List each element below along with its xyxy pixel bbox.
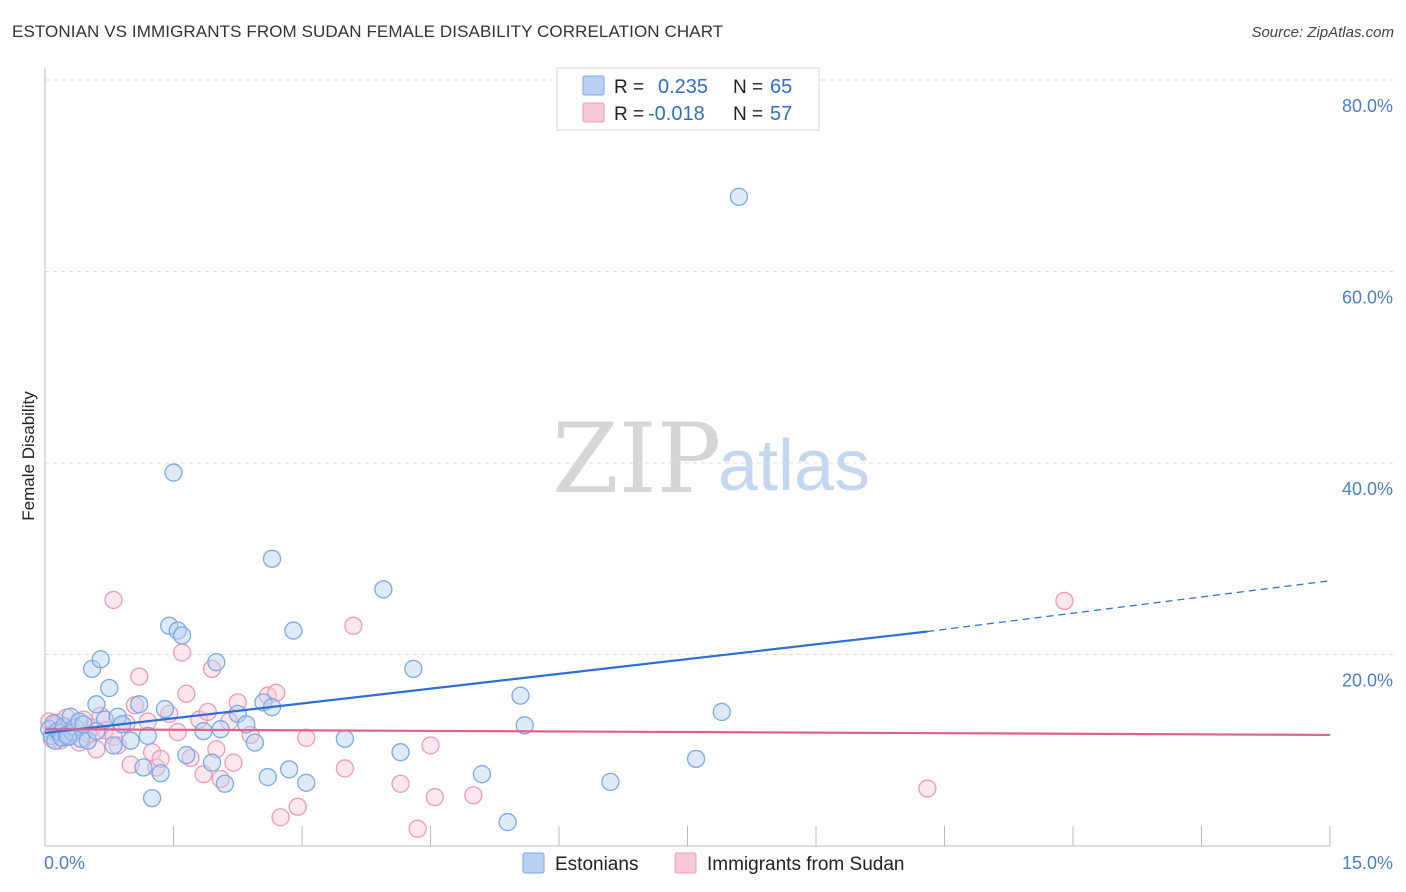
data-point-estonians xyxy=(391,743,410,762)
data-point-estonians xyxy=(511,686,530,705)
trend-lines xyxy=(44,580,1331,737)
data-point-estonians xyxy=(215,774,235,793)
data-point-estonians xyxy=(729,187,749,206)
data-point-estonians xyxy=(472,765,492,784)
chart-title: ESTONIAN VS IMMIGRANTS FROM SUDAN FEMALE… xyxy=(12,22,724,41)
data-point-estonians xyxy=(130,695,149,714)
data-point-estonians xyxy=(297,773,316,792)
data-point-sudan xyxy=(1055,591,1074,611)
data-point-sudan xyxy=(271,808,290,827)
data-point-estonians xyxy=(104,736,123,755)
data-point-estonians xyxy=(155,699,175,719)
data-point-estonians xyxy=(284,621,303,640)
data-point-estonians xyxy=(404,659,423,679)
legend-label-sudan: Immigrants from Sudan xyxy=(707,854,904,875)
trend-line-sudan xyxy=(44,728,1331,737)
stats-n-label-sudan: N = xyxy=(733,104,763,125)
data-point-estonians xyxy=(712,702,731,722)
series-estonians xyxy=(40,187,749,832)
trend-line-estonians-extension xyxy=(927,580,1331,633)
data-point-estonians xyxy=(121,731,140,750)
data-point-estonians xyxy=(87,721,106,741)
data-point-estonians xyxy=(335,729,354,748)
data-point-sudan xyxy=(918,779,937,798)
chart-source: Source: ZipAtlas.com xyxy=(1251,24,1394,41)
data-point-sudan xyxy=(408,819,427,838)
data-point-sudan xyxy=(172,643,192,662)
data-point-estonians xyxy=(172,626,192,645)
data-point-estonians xyxy=(87,695,106,714)
data-point-estonians xyxy=(374,580,393,599)
legend-label-estonians: Estonians xyxy=(555,854,638,875)
data-point-estonians xyxy=(245,733,265,752)
stats-r-value-sudan: -0.018 xyxy=(648,103,705,125)
data-point-estonians xyxy=(237,715,256,734)
stats-swatch-estonians xyxy=(582,75,605,96)
data-point-sudan xyxy=(391,774,410,793)
stats-swatch-sudan xyxy=(582,102,605,123)
data-point-estonians xyxy=(100,678,119,698)
data-point-sudan xyxy=(421,736,440,755)
data-point-estonians xyxy=(207,653,226,672)
data-point-sudan xyxy=(151,749,170,769)
watermark-zip: ZIP xyxy=(552,403,721,515)
legend-swatch-sudan xyxy=(674,852,697,874)
data-point-sudan xyxy=(464,786,483,805)
stats-n-value-estonians: 65 xyxy=(770,76,792,98)
data-point-estonians xyxy=(194,721,213,741)
series-legend: Estonians Immigrants from Sudan xyxy=(522,852,904,875)
data-point-estonians xyxy=(515,716,534,735)
y-axis-title: Female Disability xyxy=(19,391,38,521)
data-point-sudan xyxy=(224,753,243,772)
data-point-estonians xyxy=(160,616,179,635)
stats-legend: R = 0.235 N = 65 R = -0.018 N = 57 xyxy=(556,67,820,131)
data-point-estonians xyxy=(601,772,620,791)
data-point-estonians xyxy=(177,745,196,765)
y-tick-label: 40.0% xyxy=(1342,479,1393,499)
data-point-sudan xyxy=(130,667,149,686)
data-point-estonians xyxy=(138,726,157,746)
y-tick-label: 80.0% xyxy=(1342,96,1393,116)
watermark-atlas: atlas xyxy=(718,426,870,506)
data-point-sudan xyxy=(297,728,316,747)
stats-r-label-sudan: R = xyxy=(614,104,644,125)
tick-labels: 80.0% 60.0% 40.0% 20.0% 0.0% 15.0% xyxy=(44,96,1393,873)
stats-r-label-estonians: R = xyxy=(614,77,644,98)
data-point-estonians xyxy=(498,812,517,832)
data-point-sudan xyxy=(288,797,307,816)
data-point-sudan xyxy=(177,684,196,703)
stats-n-label-estonians: N = xyxy=(733,77,763,98)
series-immigrants-from-sudan xyxy=(40,590,1074,838)
data-point-estonians xyxy=(151,764,170,783)
data-point-sudan xyxy=(344,616,363,635)
x-tick-label-min: 0.0% xyxy=(44,853,85,873)
data-point-estonians xyxy=(686,749,706,769)
data-point-sudan xyxy=(168,722,187,742)
data-point-estonians xyxy=(142,788,162,808)
data-point-estonians xyxy=(134,758,153,777)
data-point-estonians xyxy=(164,463,183,482)
gridlines xyxy=(45,79,1393,655)
stats-r-value-estonians: 0.235 xyxy=(658,76,708,98)
data-point-sudan xyxy=(425,788,444,807)
y-tick-label: 20.0% xyxy=(1342,671,1393,691)
data-point-sudan xyxy=(267,683,286,702)
axes xyxy=(44,68,1331,847)
data-point-sudan xyxy=(207,740,226,759)
data-point-estonians xyxy=(202,753,222,772)
legend-swatch-estonians xyxy=(522,852,545,874)
data-point-sudan xyxy=(198,702,217,722)
data-point-estonians xyxy=(91,650,110,669)
x-tick-label-max: 15.0% xyxy=(1342,853,1393,873)
data-point-estonians xyxy=(262,549,282,568)
data-point-sudan xyxy=(335,759,354,778)
stats-n-value-sudan: 57 xyxy=(770,103,792,125)
data-point-sudan xyxy=(104,590,123,610)
trend-line-estonians xyxy=(44,630,928,735)
y-tick-label: 60.0% xyxy=(1342,288,1393,308)
data-point-estonians xyxy=(258,767,277,787)
data-point-estonians xyxy=(279,760,299,779)
